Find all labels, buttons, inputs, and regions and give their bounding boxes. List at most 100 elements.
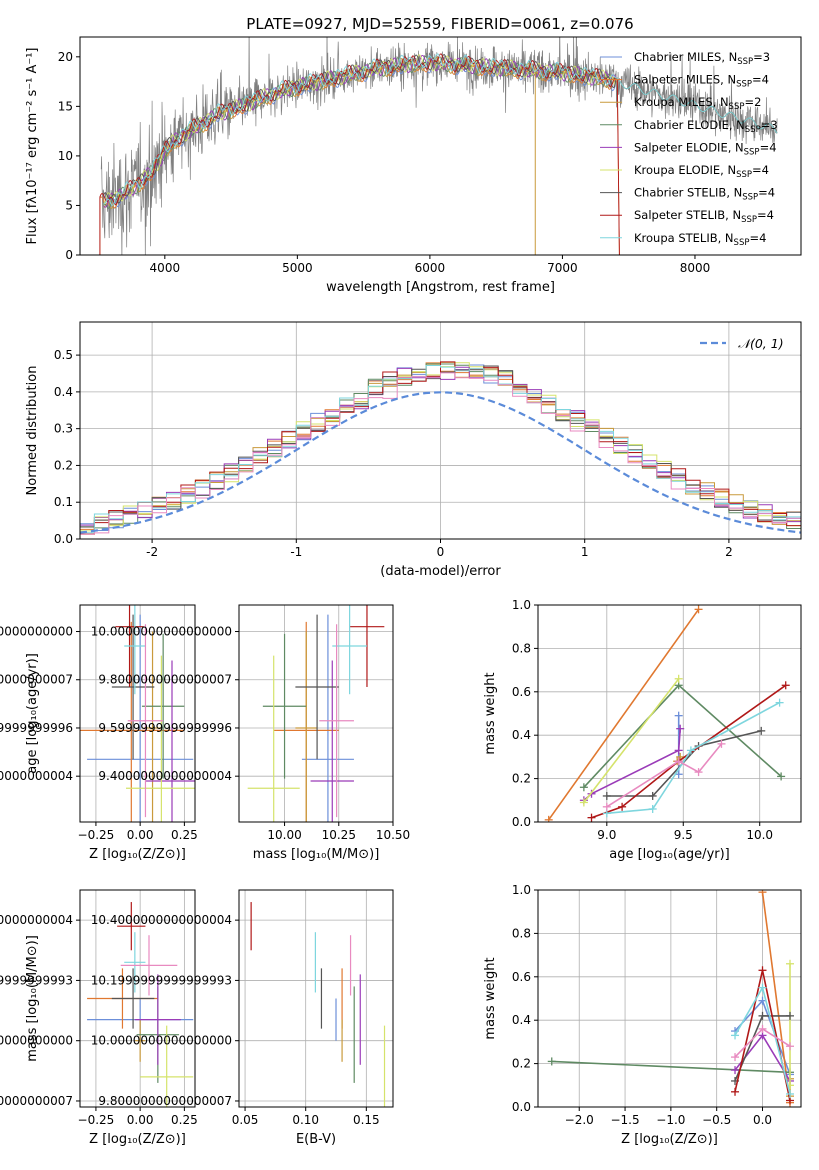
y-tick-label: 0.4: [512, 728, 531, 742]
axes-frame: −0.25 0.00 0.25 9.4000000000000004 9.5999999…: [0, 604, 198, 862]
normal-curve: [80, 391, 801, 534]
x-tick-label: 0.0: [753, 1113, 772, 1127]
model-spectrum-9: [103, 53, 778, 206]
y-tick-label: 10.1999999999999993: [91, 973, 232, 987]
error-cross: [126, 655, 195, 822]
weight-point: [758, 1011, 767, 1020]
weight-point: [786, 1042, 795, 1051]
error-cross: [295, 631, 318, 822]
y-axis-label: Normed distribution: [25, 366, 40, 496]
axes-frame: 0.05 0.10 0.15 9.8000000000000007 10.0000000…: [91, 889, 394, 1147]
x-tick-label: 0.25: [171, 828, 198, 842]
y-tick-label: 10.0000000000000000: [91, 625, 232, 639]
weight-point: [786, 1089, 795, 1098]
error-cross: [141, 633, 185, 779]
error-cross: [143, 631, 162, 822]
x-tick-label: 1: [581, 545, 589, 559]
y-tick-label: 10.4000000000000004: [91, 913, 232, 927]
error-cross: [111, 614, 155, 760]
y-axis-label: Flux [fλ10⁻¹⁷ erg cm⁻² s⁻¹ A⁻¹]: [25, 48, 40, 245]
y-tick-label: 10.4000000000000004: [0, 913, 73, 927]
x-axis-label: Z [log₁₀(Z/Z⊙)]: [89, 1132, 186, 1147]
x-tick-label: -2: [146, 545, 158, 559]
weight-point: [618, 802, 627, 811]
plot-area: [80, 605, 195, 822]
x-axis-label: age [log₁₀(age/yr)]: [609, 847, 730, 862]
x-tick-label: -1: [290, 545, 302, 559]
x-axis-label: E(B-V): [296, 1132, 336, 1147]
weight-line: [583, 678, 680, 803]
legend-entry: Kroupa STELIB, NSSP=4: [634, 231, 766, 248]
y-tick-label: 9.8000000000000007: [98, 673, 232, 687]
weight-line: [761, 892, 791, 1103]
error-cross: [140, 1025, 194, 1107]
y-tick-label: 0: [65, 248, 73, 262]
legend-entry: Chabrier STELIB, NSSP=4: [634, 186, 775, 203]
x-axis-label: Z [log₁₀(Z/Z⊙)]: [89, 847, 186, 862]
weight-point: [717, 739, 726, 748]
y-tick-label: 0.6: [512, 970, 531, 984]
y-tick-label: 0.8: [512, 926, 531, 940]
plot-area: [99, 37, 778, 255]
y-tick-label: 1.0: [512, 883, 531, 897]
axes-frame: -2 -1 0 1 2 0.0 0.1 0.2 0.3 0.4 0.5 (data-model)/er…: [25, 321, 802, 579]
x-tick-label: 10.50: [376, 828, 410, 842]
weight-line: [606, 743, 723, 808]
weight-point: [648, 804, 657, 813]
error-cross: [295, 614, 339, 760]
x-tick-label: 6000: [415, 261, 446, 275]
error-cross: [87, 614, 194, 822]
y-tick-label: 9.5999999999999996: [0, 721, 73, 735]
x-tick-label: −0.5: [702, 1113, 731, 1127]
weight-point: [731, 1087, 740, 1096]
weight-point: [775, 698, 784, 707]
x-tick-label: 10.00: [267, 828, 301, 842]
x-tick-label: −1.0: [656, 1113, 685, 1127]
plot-area: [544, 605, 790, 822]
y-tick-label: 10.0000000000000000: [0, 1034, 73, 1048]
x-axis-label: wavelength [Angstrom, rest frame]: [326, 280, 555, 295]
error-cross: [262, 633, 307, 779]
weight-point: [587, 813, 596, 822]
y-tick-label: 9.4000000000000004: [98, 769, 232, 783]
y-tick-label: 10.1999999999999993: [0, 973, 73, 987]
massweight-vs-age-panel: 9.0 9.5 10.0 0.0 0.2 0.4 0.6 0.8 1.0 age [log₁₀(a…: [483, 598, 802, 862]
x-axis-label: Z [log₁₀(Z/Z⊙)]: [621, 1132, 718, 1147]
x-tick-label: 0.05: [232, 1113, 259, 1127]
residual-histogram-8: [80, 361, 801, 535]
weight-line: [551, 1060, 791, 1074]
weight-point: [674, 674, 683, 683]
error-cross: [319, 624, 354, 818]
legend-entry: Salpeter MILES, NSSP=4: [634, 73, 769, 90]
weight-line: [583, 684, 782, 788]
axes-frame: 10.00 10.25 10.50 9.4000000000000004 9.59999…: [91, 604, 410, 862]
y-tick-label: 0.2: [54, 458, 73, 472]
legend-entry: Chabrier MILES, NSSP=3: [634, 50, 770, 67]
error-cross: [145, 660, 195, 822]
axes-frame: 4000 5000 6000 7000 8000 0 5 10 15 20 wavelength […: [25, 36, 802, 295]
error-cross: [124, 932, 146, 993]
x-tick-label: 7000: [547, 261, 578, 275]
weight-point: [674, 711, 683, 720]
spectrum-panel: 4000 5000 6000 7000 8000 0 5 10 15 20 wavelength […: [25, 36, 802, 295]
legend: Chabrier MILES, NSSP=3 Salpeter MILES, NS…: [600, 50, 778, 248]
age-vs-metallicity-panel: −0.25 0.00 0.25 9.4000000000000004 9.5999999…: [0, 604, 198, 862]
y-tick-label: 0.0: [512, 1100, 531, 1114]
axes-frame: −2.0 −1.5 −1.0 −0.5 0.0 0.0 0.2 0.4 0.6 0.8 1.0 Z […: [483, 883, 802, 1147]
x-tick-label: −1.5: [610, 1113, 639, 1127]
y-tick-label: 20: [58, 50, 73, 64]
weight-point: [781, 681, 790, 690]
error-cross: [111, 968, 155, 1029]
legend-entry: Kroupa MILES, NSSP=2: [634, 95, 761, 112]
x-tick-label: 0.15: [353, 1113, 380, 1127]
weight-point: [786, 1011, 795, 1020]
y-tick-label: 9.5999999999999996: [98, 721, 232, 735]
x-tick-label: −0.25: [78, 1113, 115, 1127]
weight-point: [758, 966, 767, 975]
weight-point: [731, 1066, 740, 1075]
model-spectrum-2: [99, 56, 620, 255]
figure-title: PLATE=0927, MJD=52559, FIBERID=0061, z=0…: [246, 15, 633, 33]
legend-entry: Chabrier ELODIE, NSSP=3: [634, 118, 778, 135]
legend: 𝒩(0, 1): [700, 336, 784, 351]
plot-area: [547, 890, 795, 1107]
